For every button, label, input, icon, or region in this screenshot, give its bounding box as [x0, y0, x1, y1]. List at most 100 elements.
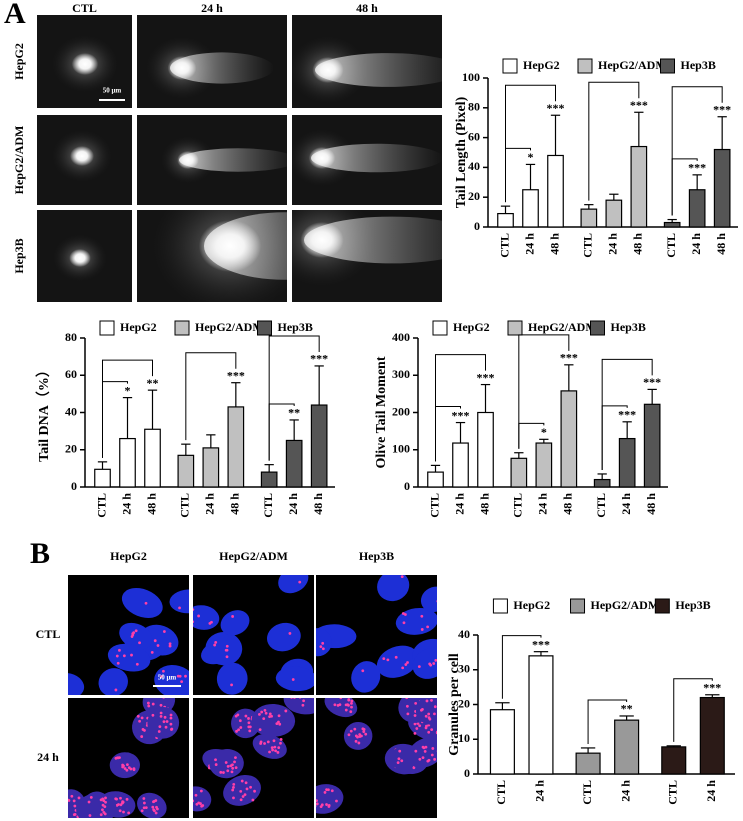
fluorescence-image: [316, 698, 443, 818]
granule: [420, 614, 424, 618]
granule: [144, 601, 148, 605]
granule: [338, 703, 342, 707]
bracket: [185, 352, 237, 441]
x-tick-label: CTL: [94, 493, 108, 518]
granule: [298, 580, 302, 584]
x-tick-label: 48 h: [631, 233, 645, 255]
comet-head: [70, 146, 94, 166]
granule: [263, 708, 267, 712]
granule: [151, 702, 155, 706]
granule: [162, 720, 166, 724]
bar: [202, 447, 220, 488]
granule: [272, 739, 276, 743]
x-tick-label: 48 h: [228, 493, 242, 515]
x-tick-label: 48 h: [714, 233, 728, 255]
bar: [497, 212, 514, 228]
granule: [251, 798, 255, 802]
granule: [164, 725, 168, 729]
granule: [425, 699, 429, 703]
granule: [122, 810, 125, 814]
granule: [125, 763, 129, 766]
granule: [432, 662, 436, 665]
granule: [404, 613, 407, 616]
granule: [358, 735, 362, 738]
nucleus: [316, 628, 332, 657]
granule: [193, 620, 195, 624]
granule: [339, 698, 343, 700]
granule: [236, 713, 240, 717]
granule: [316, 804, 317, 807]
granule: [99, 798, 103, 802]
granule: [427, 730, 431, 734]
granule: [151, 713, 155, 717]
significance: ***: [630, 98, 648, 112]
granule: [214, 763, 218, 766]
granule: [64, 798, 67, 801]
granule: [178, 674, 182, 678]
comet-image: [292, 15, 442, 108]
granule: [278, 722, 282, 726]
y-tick-label: 100: [392, 442, 410, 456]
granule: [415, 727, 419, 730]
column-label: CTL: [72, 1, 97, 15]
scale-bar-label: 50 μm: [103, 87, 122, 95]
granule: [231, 788, 235, 792]
x-tick-label: 24 h: [522, 233, 536, 255]
granule: [155, 805, 158, 809]
granule: [114, 688, 118, 692]
granule: [162, 630, 166, 633]
bar: [614, 719, 640, 775]
granule: [430, 728, 434, 732]
nucleus: [377, 575, 410, 602]
granule: [274, 749, 277, 753]
y-tick-label: 30: [458, 662, 470, 676]
bar: [510, 457, 528, 488]
granule: [325, 803, 328, 806]
comet-tail: [170, 52, 274, 84]
granule: [99, 813, 103, 817]
granule: [249, 785, 252, 789]
y-tick-label: 40: [65, 404, 77, 418]
significance: ***: [618, 408, 636, 422]
granule: [241, 795, 245, 798]
granule: [244, 714, 248, 718]
legend-label: HepG2/ADM: [528, 320, 597, 334]
y-tick-label: 0: [464, 766, 470, 780]
significance: ***: [452, 408, 470, 422]
x-tick-label: 48 h: [644, 493, 658, 515]
granule: [438, 713, 441, 716]
granule: [436, 600, 437, 603]
comet-tail: [304, 216, 442, 264]
granule: [434, 658, 437, 662]
significance: ***: [560, 351, 578, 365]
comet-image: [292, 210, 442, 302]
nucleus: [121, 587, 163, 618]
y-tick-label: 60: [65, 367, 77, 381]
granule: [125, 768, 129, 772]
granule: [276, 751, 280, 754]
bar: [575, 752, 601, 775]
y-axis-title: Tail DNA（%）: [36, 363, 52, 462]
significance: *: [541, 425, 547, 439]
granule: [248, 729, 252, 733]
x-tick-label: CTL: [261, 493, 275, 518]
legend-label: Hep3B: [611, 320, 646, 334]
fluorescence-image: [193, 575, 314, 695]
significance: **: [147, 376, 159, 390]
legend-swatch: [174, 320, 190, 336]
bar: [119, 437, 136, 488]
y-tick-label: 200: [392, 404, 410, 418]
granule: [430, 699, 433, 702]
granule: [268, 715, 272, 719]
comet-image: [137, 115, 287, 205]
granule: [260, 710, 264, 714]
granule: [316, 799, 317, 801]
granule: [284, 709, 288, 713]
granule: [440, 702, 443, 705]
row-label: HepG2: [12, 43, 26, 80]
bar: [535, 442, 553, 488]
granule: [362, 730, 366, 734]
legend-label: HepG2: [120, 320, 157, 334]
legend-label: HepG2/ADM: [591, 598, 660, 612]
column-label: 24 h: [201, 1, 223, 15]
